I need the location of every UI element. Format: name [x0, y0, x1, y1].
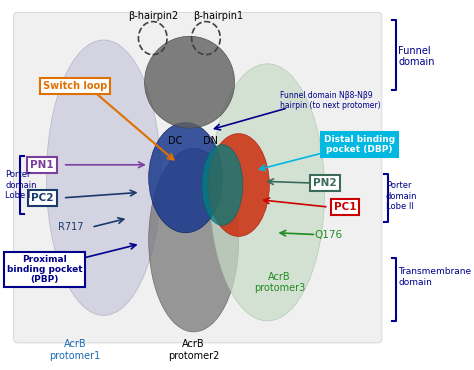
- Text: Distal binding
pocket (DBP): Distal binding pocket (DBP): [324, 135, 395, 154]
- Text: Funnel domain Nβ8-Nβ9
hairpin (to next protomer): Funnel domain Nβ8-Nβ9 hairpin (to next p…: [280, 91, 380, 110]
- Ellipse shape: [46, 40, 161, 315]
- Text: Proximal
binding pocket
(PBP): Proximal binding pocket (PBP): [7, 255, 82, 285]
- Text: R717: R717: [58, 222, 84, 232]
- Text: PN1: PN1: [30, 160, 54, 170]
- Text: PN2: PN2: [313, 178, 337, 188]
- Text: Funnel
domain: Funnel domain: [398, 46, 435, 67]
- Text: DN: DN: [202, 136, 218, 146]
- Text: Q176: Q176: [315, 229, 343, 240]
- Text: Transmembrane
domain: Transmembrane domain: [398, 267, 471, 286]
- Text: PC2: PC2: [31, 193, 54, 203]
- Text: β-hairpin1: β-hairpin1: [193, 11, 243, 21]
- Text: DC: DC: [168, 136, 182, 146]
- Ellipse shape: [208, 134, 269, 236]
- Ellipse shape: [202, 145, 243, 225]
- Text: Switch loop: Switch loop: [43, 81, 107, 91]
- Ellipse shape: [210, 64, 325, 321]
- Text: AcrB
protomer3: AcrB protomer3: [254, 272, 305, 293]
- Text: Porter
domain
Lobe I: Porter domain Lobe I: [6, 170, 37, 200]
- Ellipse shape: [149, 148, 239, 332]
- Text: AcrB
protomer1: AcrB protomer1: [49, 339, 100, 361]
- Text: PC1: PC1: [334, 202, 356, 212]
- Ellipse shape: [145, 36, 235, 128]
- Ellipse shape: [149, 122, 222, 233]
- FancyBboxPatch shape: [14, 13, 382, 343]
- Text: Porter
domain
Lobe II: Porter domain Lobe II: [386, 181, 418, 211]
- Text: β-hairpin2: β-hairpin2: [128, 11, 178, 21]
- Text: AcrB
protomer2: AcrB protomer2: [168, 339, 219, 361]
